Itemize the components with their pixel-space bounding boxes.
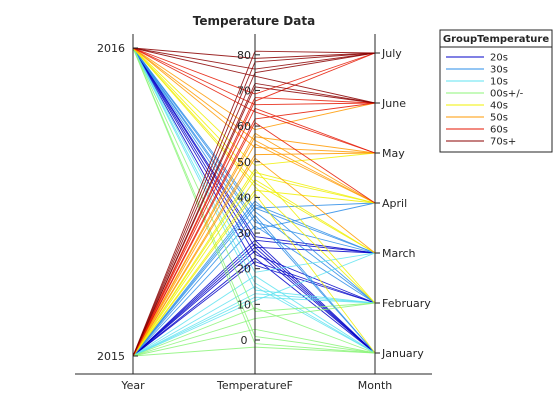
axis-label-month: Month [358,379,393,392]
chart-title: Temperature Data [193,14,315,28]
temp-tick-label-0: 0 [241,334,248,347]
temp-tick-label-40: 40 [237,191,251,204]
series-line-50s-1 [132,152,376,357]
series-line-40s-1 [132,189,376,357]
temp-tick-label-80: 80 [237,49,251,62]
series-line-30s-9 [132,47,376,254]
legend-label-10s: 10s [490,77,508,88]
coordinate-axes: Year TemperatureF Month [120,34,392,392]
series-line-40s-3 [132,47,376,254]
year-tick-label-2016: 2016 [97,42,125,55]
legend-label-00s: 00s+/- [490,89,524,100]
temp-tick-label-10: 10 [237,298,251,311]
temp-tick-label-60: 60 [237,120,251,133]
legend-label-20s: 20s [490,53,508,64]
month-tick-label-february: February [382,297,431,310]
legend-label-70s: 70s+ [490,137,516,148]
legend: GroupTemperature 20s30s10s00s+/-40s50s60… [439,29,553,153]
month-tick-label-july: July [381,47,402,60]
legend-label-60s: 60s [490,125,508,136]
month-tick-label-january: January [381,347,424,360]
temp-tick-label-70: 70 [237,84,251,97]
legend-label-40s: 40s [490,101,508,112]
series-line-20s-6 [132,47,376,254]
month-tick-label-march: March [382,247,416,260]
tick-labels: 2015 2016 0 10 20 30 40 50 60 70 80 January February… [97,42,431,363]
month-tick-label-april: April [382,197,407,210]
axis-label-year: Year [120,379,145,392]
month-tick-label-june: June [381,97,406,110]
month-tick-label-may: May [382,147,405,160]
series-line-30s-5 [132,47,376,254]
legend-label-30s: 30s [490,65,508,76]
year-tick-label-2015: 2015 [97,350,125,363]
temp-tick-label-50: 50 [237,156,251,169]
legend-title: GroupTemperature [443,34,549,45]
temp-tick-label-20: 20 [237,263,251,276]
legend-box [439,29,553,153]
temp-tick-label-30: 30 [237,227,251,240]
legend-label-50s: 50s [490,113,508,124]
data-lines [132,47,376,357]
axis-label-temperaturef: TemperatureF [216,379,293,392]
